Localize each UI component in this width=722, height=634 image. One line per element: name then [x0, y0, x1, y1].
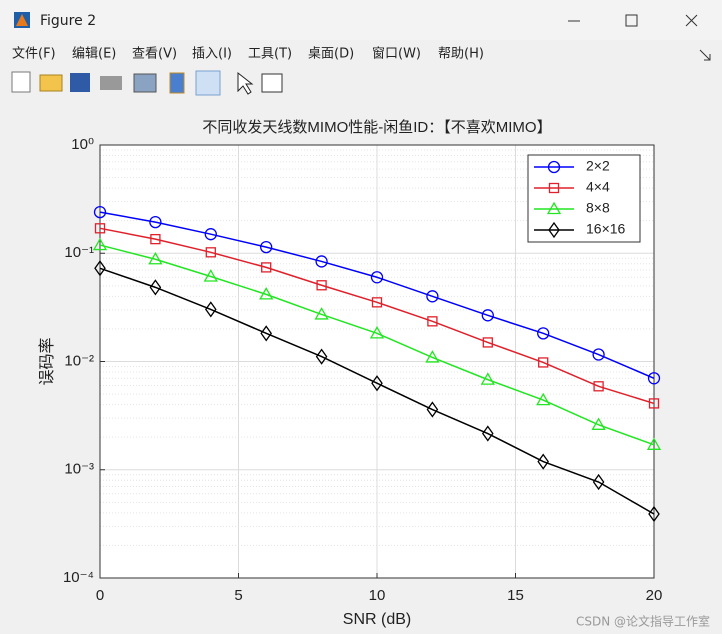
dock-arrow[interactable]	[699, 49, 711, 61]
x-tick-label: 5	[234, 587, 242, 604]
marker	[536, 392, 551, 406]
y-tick-label: 10⁻²	[64, 352, 94, 369]
app-icon-shape	[16, 14, 28, 26]
marker	[260, 240, 273, 254]
marker	[259, 287, 274, 300]
menu-item[interactable]: 桌面(D)	[308, 47, 354, 62]
marker	[537, 327, 550, 340]
legend-label: 16×16	[586, 221, 626, 237]
tool-inspector[interactable]	[261, 73, 283, 93]
marker	[93, 205, 107, 219]
legend-label: 2×2	[586, 158, 610, 174]
x-tick-label: 20	[646, 587, 663, 604]
toolbar	[11, 70, 283, 96]
marker	[593, 381, 604, 392]
marker	[426, 401, 439, 418]
marker	[482, 425, 494, 442]
marker	[592, 348, 605, 361]
marker	[548, 182, 560, 194]
series-line	[99, 267, 655, 515]
tool-colorbar[interactable]	[169, 72, 185, 94]
marker	[648, 505, 660, 523]
marker	[427, 316, 438, 327]
menu-item[interactable]: 插入(I)	[192, 47, 232, 62]
axes: 10⁻⁴ 10⁻³ 10⁻² 10⁻¹ 10⁰ 0 5 10 15 20 不同收发天线数MIMO性能…	[38, 118, 662, 628]
marker	[150, 233, 161, 245]
window-title: Figure 2	[40, 13, 96, 29]
series-line	[99, 227, 655, 405]
menu-item[interactable]: 帮助(H)	[438, 47, 484, 62]
marker	[94, 260, 106, 277]
marker	[149, 215, 162, 229]
marker	[260, 325, 272, 342]
tool-legend[interactable]	[195, 70, 221, 96]
series-line	[99, 244, 655, 446]
marker	[149, 279, 162, 296]
watermark: CSDN @论文指导工作室	[576, 614, 710, 629]
marker	[426, 290, 439, 303]
x-tick-label: 15	[507, 587, 524, 604]
marker	[371, 375, 383, 392]
marker	[315, 255, 328, 268]
maximize-button[interactable]	[625, 14, 638, 27]
marker	[648, 398, 660, 409]
marker	[315, 348, 328, 365]
marker	[547, 160, 561, 174]
marker	[316, 280, 327, 291]
marker	[537, 453, 549, 470]
marker	[646, 437, 662, 450]
y-axis-label: 误码率	[38, 337, 56, 385]
tool-open[interactable]	[39, 74, 63, 92]
menu-bar: 文件(F) 编辑(E) 查看(V) 插入(I) 工具(T) 桌面(D) 窗口(W) 帮助(H)	[12, 46, 484, 62]
marker	[205, 301, 217, 318]
marker	[261, 262, 272, 273]
tool-export[interactable]	[133, 73, 157, 93]
tool-save[interactable]	[70, 73, 90, 92]
y-tick-label: 10⁻³	[64, 461, 94, 478]
marker	[203, 269, 218, 282]
marker	[369, 326, 385, 339]
series-line	[99, 211, 655, 379]
chart-title: 不同收发天线数MIMO性能-闲鱼ID：【不喜欢MIMO】	[202, 118, 551, 136]
menu-item[interactable]: 编辑(E)	[72, 47, 116, 62]
marker	[425, 350, 440, 363]
marker	[148, 251, 163, 265]
marker	[591, 417, 606, 430]
y-tick-label: 10⁰	[71, 136, 94, 153]
marker	[548, 221, 560, 239]
tool-pointer[interactable]	[237, 71, 254, 95]
y-tick-label: 10⁻¹	[64, 244, 94, 261]
menu-item[interactable]: 工具(T)	[248, 47, 292, 62]
marker	[205, 247, 216, 258]
marker	[370, 271, 384, 284]
menu-item[interactable]: 文件(F)	[12, 47, 56, 62]
marker	[481, 309, 494, 322]
tool-new[interactable]	[11, 71, 31, 93]
marker	[538, 357, 549, 368]
x-tick-label: 10	[369, 587, 386, 604]
close-button[interactable]	[685, 14, 698, 27]
legend-box	[527, 154, 641, 243]
marker	[92, 237, 108, 251]
legend-label: 8×8	[586, 200, 610, 216]
x-axis-label: SNR (dB)	[343, 611, 411, 628]
marker	[94, 223, 106, 234]
marker	[592, 473, 605, 491]
menu-item[interactable]: 窗口(W)	[372, 46, 421, 62]
menu-item[interactable]: 查看(V)	[132, 46, 177, 62]
marker	[480, 372, 495, 385]
marker	[482, 337, 493, 348]
y-tick-label: 10⁻⁴	[63, 569, 94, 586]
axes-box	[99, 144, 655, 579]
title-bar	[0, 0, 722, 40]
x-tick-label: 0	[96, 587, 104, 604]
tool-print[interactable]	[100, 76, 122, 90]
marker	[204, 228, 217, 241]
marker	[314, 307, 329, 320]
marker	[371, 297, 383, 308]
marker	[647, 372, 661, 385]
legend-label: 4×4	[586, 179, 610, 195]
marker	[546, 201, 562, 215]
